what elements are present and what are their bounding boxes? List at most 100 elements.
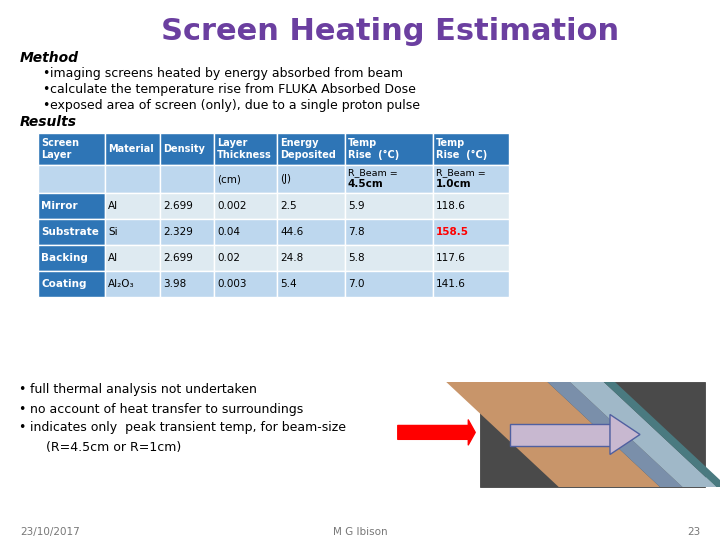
Text: 3.98: 3.98	[163, 279, 186, 289]
Text: •: •	[42, 99, 50, 112]
Bar	[277, 245, 345, 271]
Text: Layer
Thickness: Layer Thickness	[217, 138, 271, 160]
Polygon shape	[570, 382, 716, 487]
Bar	[160, 165, 214, 193]
Text: R_Beam =: R_Beam =	[348, 168, 397, 178]
Text: Backing: Backing	[41, 253, 88, 263]
Text: 0.04: 0.04	[217, 227, 240, 237]
Text: 24.8: 24.8	[280, 253, 303, 263]
Polygon shape	[446, 382, 660, 487]
Bar	[214, 271, 277, 297]
Bar	[214, 133, 277, 165]
Bar	[480, 382, 705, 487]
Bar	[214, 245, 277, 271]
Text: Temp
Rise  (°C): Temp Rise (°C)	[436, 138, 487, 160]
Text: 117.6: 117.6	[436, 253, 466, 263]
Text: •: •	[42, 68, 50, 80]
Bar	[345, 193, 433, 219]
Bar	[345, 133, 433, 165]
Bar	[160, 193, 214, 219]
Text: 2.5: 2.5	[280, 201, 297, 211]
Bar	[38, 271, 105, 297]
Text: Material: Material	[108, 144, 154, 154]
Bar	[105, 133, 160, 165]
Bar	[345, 271, 433, 297]
Bar	[277, 271, 345, 297]
Text: 141.6: 141.6	[436, 279, 466, 289]
Text: 2.699: 2.699	[163, 253, 193, 263]
Text: Results: Results	[20, 115, 77, 129]
Text: 1.0cm: 1.0cm	[436, 179, 472, 189]
Bar	[433, 271, 509, 297]
Text: (cm): (cm)	[217, 174, 241, 184]
Text: 5.9: 5.9	[348, 201, 364, 211]
Text: Al₂O₃: Al₂O₃	[108, 279, 135, 289]
Text: 4.5cm: 4.5cm	[348, 179, 384, 189]
Text: 7.8: 7.8	[348, 227, 364, 237]
Bar	[345, 219, 433, 245]
Text: Al: Al	[108, 253, 118, 263]
Text: •: •	[18, 422, 25, 435]
Text: 0.003: 0.003	[217, 279, 246, 289]
Bar	[105, 245, 160, 271]
Bar	[433, 193, 509, 219]
Bar	[277, 165, 345, 193]
Bar	[277, 219, 345, 245]
Polygon shape	[604, 382, 720, 487]
Text: 23/10/2017: 23/10/2017	[20, 527, 80, 537]
Text: 5.4: 5.4	[280, 279, 297, 289]
Bar	[214, 165, 277, 193]
Text: 2.329: 2.329	[163, 227, 193, 237]
Bar	[345, 165, 433, 193]
Text: exposed area of screen (only), due to a single proton pulse: exposed area of screen (only), due to a …	[50, 99, 420, 112]
Bar	[345, 245, 433, 271]
Bar	[433, 245, 509, 271]
Text: Coating: Coating	[41, 279, 86, 289]
Bar	[510, 423, 610, 446]
Bar	[105, 219, 160, 245]
Text: •: •	[42, 84, 50, 97]
Text: 0.002: 0.002	[217, 201, 246, 211]
Text: 0.02: 0.02	[217, 253, 240, 263]
Bar	[105, 271, 160, 297]
Bar	[160, 245, 214, 271]
Text: Method: Method	[20, 51, 79, 65]
Text: indicates only  peak transient temp, for beam-size: indicates only peak transient temp, for …	[30, 422, 346, 435]
Bar	[38, 245, 105, 271]
Text: 44.6: 44.6	[280, 227, 303, 237]
Text: no account of heat transfer to surroundings: no account of heat transfer to surroundi…	[30, 402, 303, 415]
Bar	[160, 219, 214, 245]
Text: Si: Si	[108, 227, 117, 237]
Bar	[38, 193, 105, 219]
Bar	[433, 165, 509, 193]
Bar	[160, 271, 214, 297]
Text: Al: Al	[108, 201, 118, 211]
Text: 5.8: 5.8	[348, 253, 364, 263]
Bar	[433, 219, 509, 245]
Text: 2.699: 2.699	[163, 201, 193, 211]
Text: Density: Density	[163, 144, 205, 154]
Text: •: •	[18, 383, 25, 396]
Text: Substrate: Substrate	[41, 227, 99, 237]
Text: Screen
Layer: Screen Layer	[41, 138, 79, 160]
Text: imaging screens heated by energy absorbed from beam: imaging screens heated by energy absorbe…	[50, 68, 403, 80]
Text: (J): (J)	[280, 174, 291, 184]
Bar	[105, 193, 160, 219]
Bar	[214, 193, 277, 219]
Text: Mirror: Mirror	[41, 201, 78, 211]
Text: full thermal analysis not undertaken: full thermal analysis not undertaken	[30, 383, 257, 396]
Text: calculate the temperature rise from FLUKA Absorbed Dose: calculate the temperature rise from FLUK…	[50, 84, 416, 97]
Text: Screen Heating Estimation: Screen Heating Estimation	[161, 17, 619, 46]
Text: 158.5: 158.5	[436, 227, 469, 237]
Text: Temp
Rise  (°C): Temp Rise (°C)	[348, 138, 400, 160]
Bar	[277, 133, 345, 165]
Bar	[38, 219, 105, 245]
Polygon shape	[610, 415, 640, 455]
Text: 23: 23	[687, 527, 700, 537]
Text: R_Beam =: R_Beam =	[436, 168, 486, 178]
Bar	[214, 219, 277, 245]
Bar	[433, 133, 509, 165]
Text: 7.0: 7.0	[348, 279, 364, 289]
Bar	[277, 193, 345, 219]
Text: M G Ibison: M G Ibison	[333, 527, 387, 537]
